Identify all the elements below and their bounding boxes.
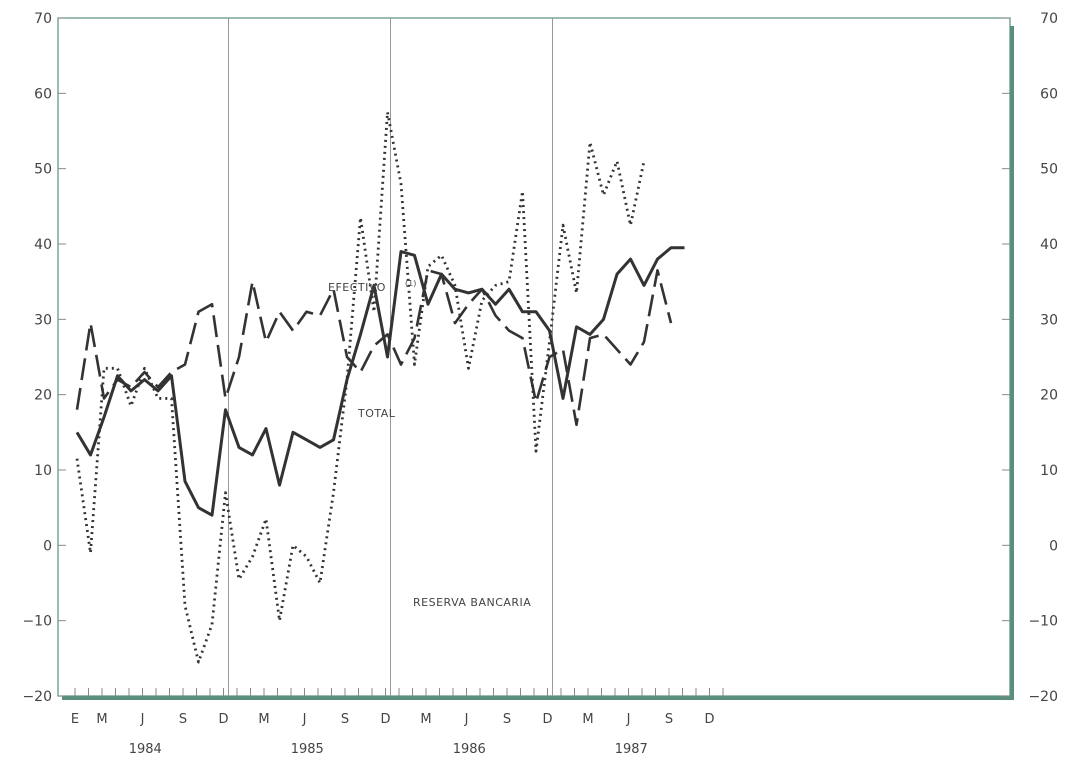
x-month-label: S [341, 712, 349, 727]
x-month-label: J [302, 712, 307, 727]
x-year-label: 1985 [291, 742, 324, 757]
x-year-label: 1984 [129, 742, 162, 757]
x-month-label: J [140, 712, 145, 727]
y-tick-label-left: 30 [34, 312, 52, 328]
y-tick-label-left: 0 [43, 538, 52, 554]
y-tick-label-right: −20 [1028, 689, 1058, 705]
y-tick-label-right: −10 [1028, 614, 1058, 630]
y-tick-label-left: 70 [34, 11, 52, 27]
x-month-label: M [96, 712, 107, 727]
x-month-label: D [380, 712, 390, 727]
x-month-label: S [503, 712, 511, 727]
y-tick-label-left: −20 [22, 689, 52, 705]
efectivo-superscript: (1) [405, 279, 416, 288]
efectivo-label: EFECTIVO [328, 281, 386, 294]
x-month-label: M [420, 712, 431, 727]
y-tick-label-right: 70 [1040, 11, 1058, 27]
y-tick-label-left: −10 [22, 614, 52, 630]
y-tick-label-left: 50 [34, 162, 52, 178]
plot-frame [58, 18, 1010, 696]
y-tick-label-right: 0 [1049, 538, 1058, 554]
x-month-label: D [218, 712, 228, 727]
y-tick-label-right: 50 [1040, 162, 1058, 178]
reserva-bancaria-label: RESERVA BANCARIA [413, 596, 531, 609]
x-month-label: M [258, 712, 269, 727]
x-month-label: D [542, 712, 552, 727]
x-year-label: 1987 [615, 742, 648, 757]
y-tick-label-right: 30 [1040, 312, 1058, 328]
y-tick-label-left: 60 [34, 86, 52, 102]
x-month-label: J [626, 712, 631, 727]
y-tick-label-right: 60 [1040, 86, 1058, 102]
x-month-label: E [71, 712, 79, 727]
y-tick-label-right: 20 [1040, 388, 1058, 404]
x-month-label: S [665, 712, 673, 727]
x-month-label: S [179, 712, 187, 727]
y-tick-label-left: 20 [34, 388, 52, 404]
x-month-label: D [704, 712, 714, 727]
x-year-label: 1986 [453, 742, 486, 757]
x-month-label: J [464, 712, 469, 727]
total-label: TOTAL [357, 407, 396, 420]
y-tick-label-right: 40 [1040, 237, 1058, 253]
x-month-label: M [582, 712, 593, 727]
y-tick-label-left: 10 [34, 463, 52, 479]
y-tick-label-left: 40 [34, 237, 52, 253]
y-tick-label-right: 10 [1040, 463, 1058, 479]
